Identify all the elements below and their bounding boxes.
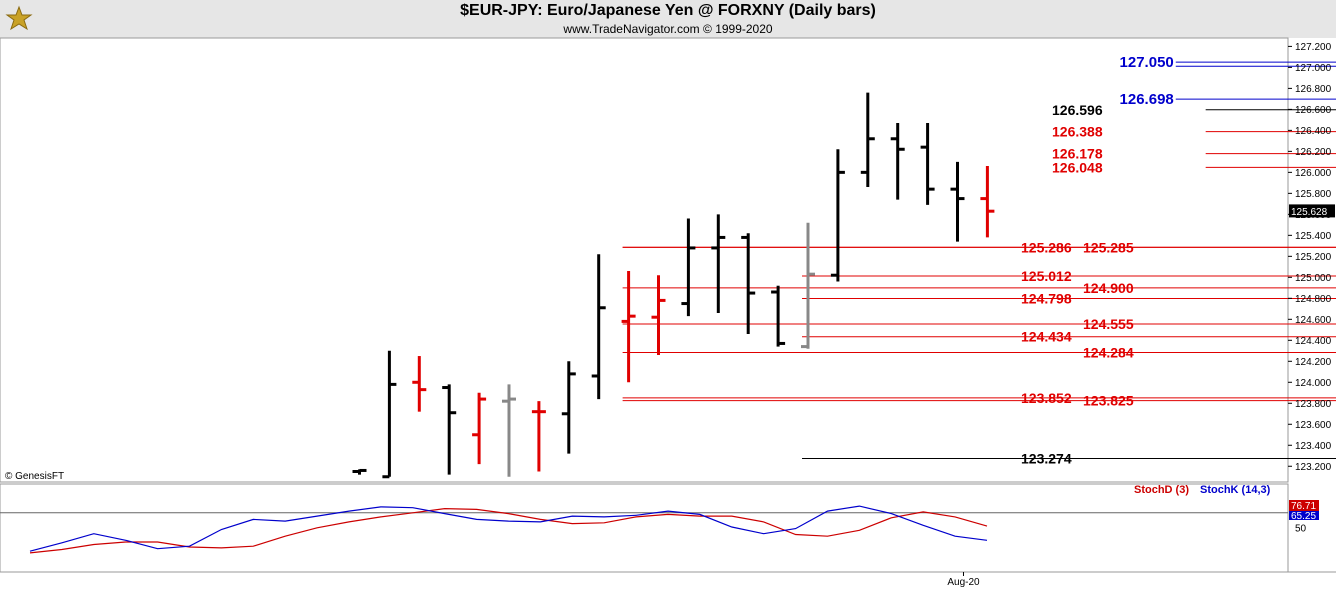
level-label: 123.825 bbox=[1083, 393, 1134, 409]
ohlc-bar bbox=[352, 468, 367, 475]
stoch-y-tick-label: 50 bbox=[1295, 523, 1307, 534]
stoch-panel-frame bbox=[0, 483, 1289, 573]
level-label: 126.048 bbox=[1052, 159, 1103, 175]
last-price-label: 125.628 bbox=[1291, 207, 1328, 218]
x-tick-label: Aug-20 bbox=[947, 577, 980, 588]
copyright-label: © GenesisFT bbox=[5, 471, 64, 482]
ohlc-bar bbox=[502, 384, 516, 477]
y-tick-label: 125.000 bbox=[1295, 273, 1332, 284]
chart-header bbox=[0, 0, 1336, 38]
ohlc-bar bbox=[681, 218, 696, 317]
stoch-k-value-tag bbox=[1289, 511, 1319, 520]
price-axis: 127.200 127.000 126.800 126.600 126.400 126.2… bbox=[1288, 42, 1335, 473]
ohlc-bar bbox=[920, 123, 935, 205]
ohlc-bar bbox=[651, 275, 666, 355]
y-tick-label: 123.200 bbox=[1295, 462, 1332, 473]
price-bars bbox=[352, 92, 995, 479]
stoch-k-value: 65.25 bbox=[1291, 511, 1316, 522]
y-tick-label: 125.200 bbox=[1295, 252, 1332, 263]
y-tick-label: 125.800 bbox=[1295, 189, 1332, 200]
stoch-d-legend: StochD (3) bbox=[1134, 484, 1189, 496]
ohlc-bar bbox=[771, 285, 786, 347]
y-tick-label: 125.400 bbox=[1295, 231, 1332, 242]
last-price-tag bbox=[1289, 204, 1335, 218]
ohlc-bar bbox=[741, 233, 756, 334]
chart-title: $EUR-JPY: Euro/Japanese Yen @ FORXNY (Da… bbox=[460, 2, 876, 19]
level-label: 125.012 bbox=[1021, 268, 1072, 284]
stoch-line-k bbox=[29, 505, 988, 552]
level-label: 126.388 bbox=[1052, 124, 1103, 140]
level-label: 123.852 bbox=[1021, 390, 1072, 406]
level-lines: 127.050127.011126.698126.596126.388126.1… bbox=[622, 54, 1336, 466]
level-label: 124.555 bbox=[1083, 316, 1134, 332]
level-label: 124.900 bbox=[1083, 280, 1134, 296]
ohlc-bar bbox=[980, 166, 995, 238]
y-tick-label: 124.000 bbox=[1295, 378, 1332, 389]
y-tick-label: 123.800 bbox=[1295, 399, 1332, 410]
ohlc-bar bbox=[561, 361, 576, 454]
ohlc-bar bbox=[711, 214, 726, 314]
y-tick-label: 124.200 bbox=[1295, 357, 1332, 368]
y-tick-label: 124.800 bbox=[1295, 294, 1332, 305]
ohlc-bar bbox=[531, 401, 546, 472]
ohlc-bar bbox=[472, 392, 487, 465]
ohlc-bar bbox=[950, 161, 965, 242]
ohlc-bar bbox=[801, 222, 815, 349]
ohlc-bar bbox=[412, 356, 427, 412]
y-tick-label: 127.000 bbox=[1295, 63, 1332, 74]
level-label: 124.434 bbox=[1021, 329, 1072, 345]
ohlc-bar bbox=[621, 271, 636, 383]
y-tick-label: 126.400 bbox=[1295, 126, 1332, 137]
ohlc-bar bbox=[382, 350, 397, 479]
price-panel-frame bbox=[0, 37, 1289, 483]
level-label: 126.596 bbox=[1052, 102, 1103, 118]
y-tick-label: 127.200 bbox=[1295, 42, 1332, 53]
chart-subtitle: www.TradeNavigator.com © 1999-2020 bbox=[563, 22, 773, 36]
ohlc-bar bbox=[860, 92, 875, 188]
stoch-d-value-tag bbox=[1289, 500, 1319, 511]
level-label: 124.798 bbox=[1021, 291, 1072, 307]
stoch-d-value: 76.71 bbox=[1291, 501, 1316, 512]
golden-bull-icon bbox=[5, 5, 33, 31]
y-tick-label: 126.600 bbox=[1295, 105, 1332, 116]
ohlc-bar bbox=[830, 149, 845, 282]
ohlc-bar bbox=[591, 254, 606, 400]
level-label: 126.178 bbox=[1052, 146, 1103, 162]
ohlc-bar bbox=[890, 123, 905, 200]
stoch-line-d bbox=[29, 507, 988, 554]
level-label: 125.285 bbox=[1083, 239, 1134, 255]
y-tick-label: 124.400 bbox=[1295, 336, 1332, 347]
y-tick-label: 124.600 bbox=[1295, 315, 1332, 326]
level-label: 127.050 bbox=[1120, 54, 1174, 71]
level-label: 123.274 bbox=[1021, 450, 1072, 466]
level-label: 124.284 bbox=[1083, 344, 1134, 360]
y-tick-label: 126.200 bbox=[1295, 147, 1332, 158]
stoch-k-legend: StochK (14,3) bbox=[1200, 484, 1271, 496]
y-tick-label: 126.800 bbox=[1295, 84, 1332, 95]
y-tick-label: 123.400 bbox=[1295, 441, 1332, 452]
y-tick-label: 123.600 bbox=[1295, 420, 1332, 431]
time-axis: Aug-20Sep-20 bbox=[0, 571, 1336, 588]
y-tick-label: 126.000 bbox=[1295, 168, 1332, 179]
ohlc-bar bbox=[442, 384, 457, 475]
level-label: 126.698 bbox=[1120, 91, 1174, 108]
